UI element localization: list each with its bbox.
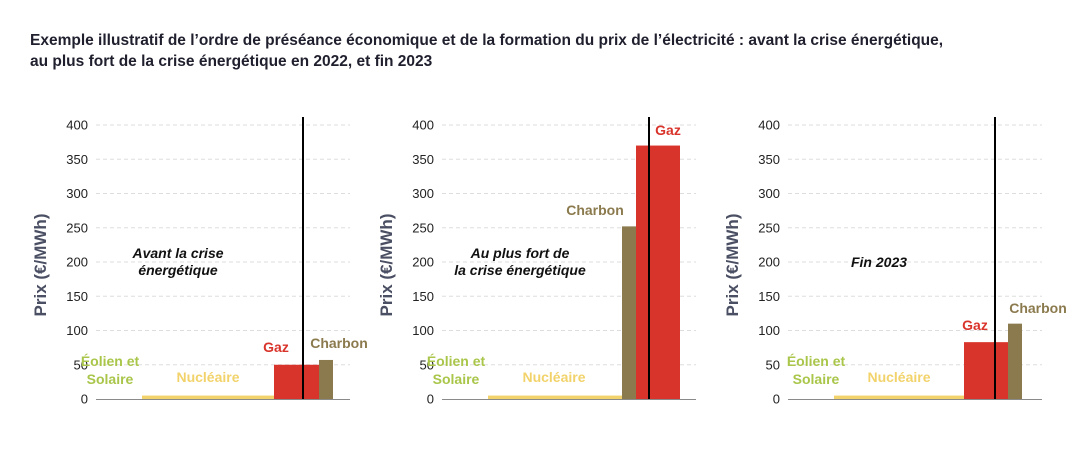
annotation-line: la crise énergétique [454, 262, 586, 278]
chart-peak-crisis: Prix (€/MWh) 0 50 100 150 200 250 300 350 400 Éoli… [374, 100, 714, 430]
annotation-line: Au plus fort de [470, 245, 570, 261]
y-tick-label: 200 [66, 255, 88, 270]
bar-label-line: Nucléaire [176, 369, 239, 385]
y-tick-label: 250 [66, 220, 88, 235]
bar-label-line: Éolien et [427, 353, 486, 369]
chart-end-2023: Prix (€/MWh) 0 50 100 150 200 250 300 350 400 Éoli… [720, 100, 1067, 430]
bar-label-line: Nucléaire [522, 369, 585, 385]
y-tick-label: 300 [66, 186, 88, 201]
y-tick-label: 150 [412, 289, 434, 304]
bar-gaz [274, 364, 319, 399]
y-tick-label: 50 [766, 357, 780, 372]
y-tick-label: 50 [420, 357, 434, 372]
title-line-2: au plus fort de la crise énergétique en … [30, 53, 433, 70]
y-tick-label: 50 [74, 357, 88, 372]
bar-label-nucleaire: Nucléaire [176, 369, 239, 385]
bar-label-eolien-et-solaire: Éolien et Solaire [427, 353, 486, 387]
annotation: Fin 2023 [851, 254, 907, 270]
y-tick-label: 0 [427, 392, 434, 407]
bar-label-line: Solaire [793, 371, 840, 387]
bar-label-charbon: Charbon [310, 335, 368, 351]
bar-nucleaire [488, 395, 622, 399]
bar-label-line: Nucléaire [867, 369, 930, 385]
annotation-line: énergétique [138, 262, 218, 278]
bar-gaz [964, 342, 1008, 399]
bar-label-line: Solaire [433, 371, 480, 387]
bar-label-line: Gaz [962, 317, 988, 333]
bar-label-nucleaire: Nucléaire [522, 369, 585, 385]
bar-nucleaire [834, 395, 964, 399]
y-tick-label: 100 [758, 323, 780, 338]
y-tick-label: 0 [773, 392, 780, 407]
bar-charbon [1008, 323, 1022, 399]
y-tick-label: 250 [412, 220, 434, 235]
y-tick-label: 400 [758, 118, 780, 133]
y-axis-label: Prix (€/MWh) [723, 214, 742, 317]
bar-label-line: Charbon [1009, 300, 1067, 316]
y-tick-label: 350 [66, 152, 88, 167]
bar-label-eolien-et-solaire: Éolien et Solaire [787, 353, 846, 387]
y-tick-label: 350 [412, 152, 434, 167]
chart-svg-1: Prix (€/MWh) 0 50 100 150 200 250 300 350 400 Éoli… [31, 117, 368, 407]
bar-label-line: Charbon [310, 335, 368, 351]
chart-before-crisis: Prix (€/MWh) 0 50 100 150 200 250 300 350 400 Éoli… [28, 100, 368, 430]
y-tick-label: 400 [412, 118, 434, 133]
bar-label-gaz: Gaz [962, 317, 988, 333]
y-tick-label: 0 [81, 392, 88, 407]
bar-label-nucleaire: Nucléaire [867, 369, 930, 385]
bar-label-line: Solaire [87, 371, 134, 387]
y-tick-label: 200 [412, 255, 434, 270]
bar-gaz [636, 145, 680, 399]
y-axis-label: Prix (€/MWh) [31, 214, 50, 317]
bar-label-line: Éolien et [787, 353, 846, 369]
bar-nucleaire [142, 395, 274, 399]
bar-label-line: Gaz [655, 122, 681, 138]
y-tick-label: 200 [758, 255, 780, 270]
annotation-line: Fin 2023 [851, 254, 907, 270]
y-tick-label: 100 [412, 323, 434, 338]
bar-charbon [622, 226, 636, 399]
y-tick-label: 100 [66, 323, 88, 338]
annotation: Au plus fort de la crise énergétique [454, 245, 586, 278]
bar-label-charbon: Charbon [1009, 300, 1067, 316]
bar-charbon [319, 359, 333, 399]
y-tick-label: 250 [758, 220, 780, 235]
y-tick-label: 400 [66, 118, 88, 133]
bar-label-line: Charbon [566, 202, 624, 218]
y-tick-label: 150 [66, 289, 88, 304]
annotation-line: Avant la crise [131, 245, 223, 261]
y-tick-label: 150 [758, 289, 780, 304]
chart-svg-3: Prix (€/MWh) 0 50 100 150 200 250 300 350 400 Éoli… [723, 117, 1067, 407]
annotation: Avant la crise énergétique [131, 245, 223, 278]
chart-svg-2: Prix (€/MWh) 0 50 100 150 200 250 300 350 400 Éoli… [377, 117, 696, 407]
y-axis-label: Prix (€/MWh) [377, 214, 396, 317]
chart-title: Exemple illustratif de l’ordre de préséa… [30, 30, 1070, 72]
y-tick-label: 350 [758, 152, 780, 167]
y-tick-label: 300 [412, 186, 434, 201]
bar-label-charbon: Charbon [566, 202, 624, 218]
bar-label-gaz: Gaz [655, 122, 681, 138]
bar-label-eolien-et-solaire: Éolien et Solaire [81, 353, 140, 387]
title-line-1: Exemple illustratif de l’ordre de préséa… [30, 32, 944, 49]
bar-label-gaz: Gaz [263, 339, 289, 355]
bar-label-line: Gaz [263, 339, 289, 355]
y-tick-label: 300 [758, 186, 780, 201]
bar-label-line: Éolien et [81, 353, 140, 369]
